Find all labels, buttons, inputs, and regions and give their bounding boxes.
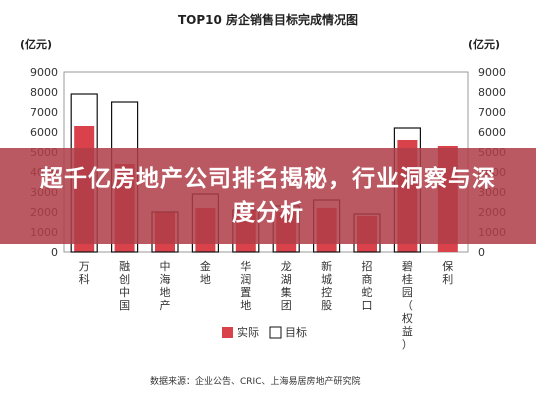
category-label-6: 新城控股 <box>321 259 332 312</box>
category-label-9: 保利 <box>442 259 453 286</box>
headline-banner: 超千亿房地产公司排名揭秘，行业洞察与深度分析 <box>0 148 536 244</box>
y-tick-right-0: 0 <box>478 246 485 259</box>
chart-title: TOP10 房企销售目标完成情况图 <box>178 12 358 27</box>
category-label-2: 中海地产 <box>160 260 171 312</box>
y-tick-left-0: 0 <box>51 246 58 259</box>
legend: 实际 目标 <box>222 325 307 339</box>
legend-swatch-actual <box>222 327 233 338</box>
y-tick-left-9: 9000 <box>30 66 58 79</box>
y-tick-right-7: 7000 <box>478 106 506 119</box>
source-note: 数据来源：企业公告、CRIC、上海易居房地产研究院 <box>150 375 360 387</box>
category-label-5: 龙湖集团 <box>281 260 292 312</box>
y-tick-left-7: 7000 <box>30 106 58 119</box>
category-label-1: 融创中国 <box>119 260 130 312</box>
y-tick-right-8: 8000 <box>478 86 506 99</box>
y-tick-left-8: 8000 <box>30 86 58 99</box>
legend-swatch-target <box>269 326 282 339</box>
y-axis-unit-right: (亿元) <box>468 37 500 51</box>
category-label-8: 碧桂园（权益） <box>402 260 413 351</box>
legend-label-target: 目标 <box>285 325 307 339</box>
category-label-7: 招商蛇口 <box>362 259 373 312</box>
y-tick-right-6: 6000 <box>478 126 506 139</box>
legend-label-actual: 实际 <box>237 325 259 339</box>
y-tick-left-6: 6000 <box>30 126 58 139</box>
category-label-4: 华润置地 <box>240 259 251 312</box>
category-label-3: 金地 <box>200 259 211 286</box>
headline-text: 超千亿房地产公司排名揭秘，行业洞察与深度分析 <box>40 166 496 226</box>
y-tick-right-9: 9000 <box>478 66 506 79</box>
y-axis-unit-left: (亿元) <box>20 37 52 51</box>
category-label-0: 万科 <box>79 260 90 286</box>
